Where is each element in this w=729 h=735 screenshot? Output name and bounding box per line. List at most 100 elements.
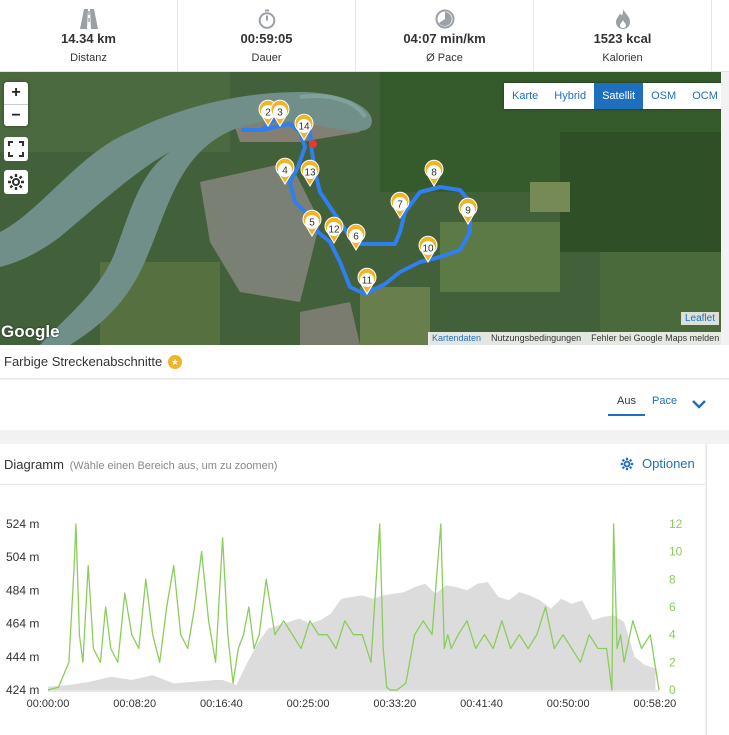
- y-left-tick-label: 424 m: [6, 683, 39, 697]
- diagram-hint: (Wähle einen Bereich aus, um zu zoomen): [69, 460, 278, 472]
- km-marker-label: 12: [328, 225, 340, 236]
- y-left-tick-label: 444 m: [6, 650, 39, 664]
- elevation-area-series: [48, 582, 656, 690]
- satellite-imagery: [0, 72, 721, 345]
- km-marker-11[interactable]: 11: [357, 267, 377, 295]
- x-tick-label: 00:16:40: [200, 698, 243, 710]
- layer-ocm[interactable]: OCM: [692, 90, 718, 102]
- stat-duration-label: Dauer: [251, 52, 282, 64]
- flame-icon: [615, 9, 631, 29]
- layer-karte[interactable]: Karte: [512, 90, 539, 102]
- km-marker-label: 8: [431, 168, 437, 179]
- road-icon: [79, 9, 98, 29]
- y-right-tick-label: 12: [669, 517, 683, 531]
- stats-bar: 14.34 km Distanz 00:59:05 Dauer 04:07 mi…: [0, 0, 729, 72]
- zoom-out-button[interactable]: −: [4, 104, 28, 126]
- stat-distance: 14.34 km Distanz: [0, 0, 178, 71]
- km-marker-8[interactable]: 8: [424, 159, 444, 187]
- fullscreen-icon: [8, 141, 24, 157]
- stopwatch-icon: [258, 9, 276, 29]
- segments-title: Farbige Streckenabschnitte: [4, 354, 163, 369]
- km-marker-10[interactable]: 10: [418, 235, 438, 263]
- report-error-link[interactable]: Fehler bei Google Maps melden: [591, 333, 720, 343]
- km-marker-9[interactable]: 9: [458, 197, 478, 225]
- x-tick-label: 00:33:20: [373, 698, 416, 710]
- stat-calories-value: 1523 kcal: [593, 31, 652, 46]
- gear-icon: [8, 174, 24, 190]
- segment-option-aus[interactable]: Aus: [608, 395, 645, 416]
- diagram-options-label: Optionen: [642, 456, 695, 471]
- stat-pace-value: 04:07 min/km: [403, 31, 486, 46]
- y-right-tick-label: 2: [669, 655, 676, 669]
- y-left-tick-label: 464 m: [6, 617, 39, 631]
- km-marker-13[interactable]: 13: [300, 159, 320, 187]
- km-marker-label: 2: [265, 108, 271, 119]
- diagram-options-button[interactable]: Optionen: [620, 456, 695, 471]
- y-right-tick-label: 0: [669, 683, 676, 697]
- km-marker-14[interactable]: 14: [294, 113, 314, 141]
- side-panel: [706, 444, 729, 735]
- diagram-divider: [0, 484, 705, 485]
- map-data-link[interactable]: Kartendaten: [432, 333, 482, 343]
- fullscreen-button[interactable]: [4, 137, 28, 161]
- stat-pace-label: Ø Pace: [426, 52, 463, 64]
- segments-toggle: Aus Pace: [0, 380, 729, 430]
- km-marker-label: 13: [304, 168, 316, 179]
- premium-star-icon: ★: [168, 355, 182, 369]
- km-marker-5[interactable]: 5: [302, 209, 322, 237]
- x-tick-label: 00:41:40: [460, 698, 503, 710]
- stat-calories-label: Kalorien: [602, 52, 643, 64]
- stat-distance-label: Distanz: [70, 52, 107, 64]
- km-marker-label: 6: [353, 232, 359, 243]
- km-marker-label: 14: [298, 122, 310, 133]
- km-marker-label: 4: [282, 166, 288, 177]
- stat-pace: 04:07 min/km Ø Pace: [356, 0, 534, 71]
- km-marker-6[interactable]: 6: [346, 223, 366, 251]
- zoom-control: + −: [4, 82, 28, 126]
- route-map[interactable]: 2 3 14 4 13 5 12 6 7 8 9 10 11 + − Karte Hybrid Sate…: [0, 72, 721, 345]
- layer-osm[interactable]: OSM: [651, 90, 677, 102]
- y-left-tick-label: 524 m: [6, 517, 39, 531]
- map-settings-button[interactable]: [4, 170, 28, 194]
- km-marker-label: 10: [422, 244, 434, 255]
- start-point-icon: [309, 140, 317, 148]
- km-marker-12[interactable]: 12: [324, 216, 344, 244]
- segment-option-pace[interactable]: Pace: [652, 395, 678, 407]
- stat-calories: 1523 kcal Kalorien: [534, 0, 712, 71]
- diagram-header: Diagramm (Wähle einen Bereich aus, um zu…: [4, 457, 277, 472]
- diagram-panel: Diagramm (Wähle einen Bereich aus, um zu…: [0, 444, 705, 735]
- leaflet-link[interactable]: Leaflet: [680, 312, 719, 325]
- stat-duration-value: 00:59:05: [240, 31, 293, 46]
- map-layer-switcher: Karte Hybrid Satellit OSM OCM: [504, 83, 721, 109]
- km-marker-label: 9: [465, 206, 471, 217]
- zoom-in-button[interactable]: +: [11, 84, 21, 101]
- km-marker-label: 3: [277, 108, 283, 119]
- stat-distance-value: 14.34 km: [61, 31, 116, 46]
- stat-duration: 00:59:05 Dauer: [178, 0, 356, 71]
- km-marker-4[interactable]: 4: [275, 157, 295, 185]
- km-marker-7[interactable]: 7: [390, 191, 410, 219]
- google-logo: Google: [1, 322, 60, 341]
- y-right-tick-label: 10: [669, 545, 683, 559]
- km-marker-3[interactable]: 3: [270, 99, 290, 127]
- y-left-tick-label: 484 m: [6, 583, 39, 597]
- x-tick-label: 00:58:20: [633, 698, 676, 710]
- pace-line-series: [47, 523, 660, 691]
- km-marker-label: 7: [397, 200, 403, 211]
- y-right-tick-label: 8: [669, 572, 676, 586]
- segments-header: Farbige Streckenabschnitte ★: [0, 345, 729, 379]
- y-right-tick-label: 6: [669, 600, 676, 614]
- chevron-down-icon[interactable]: [692, 396, 706, 414]
- layer-satellit[interactable]: Satellit: [594, 83, 644, 109]
- x-tick-label: 00:25:00: [287, 698, 330, 710]
- x-tick-label: 00:00:00: [27, 698, 70, 710]
- km-marker-label: 5: [309, 218, 315, 229]
- map-attribution: Kartendaten Nutzungsbedingungen Fehler b…: [428, 332, 721, 345]
- terms-link[interactable]: Nutzungsbedingungen: [491, 333, 582, 343]
- y-right-tick-label: 4: [669, 628, 676, 642]
- layer-hybrid[interactable]: Hybrid: [554, 90, 587, 102]
- pace-gauge-icon: [435, 9, 455, 29]
- x-tick-label: 00:50:00: [547, 698, 590, 710]
- km-marker-label: 11: [362, 276, 373, 287]
